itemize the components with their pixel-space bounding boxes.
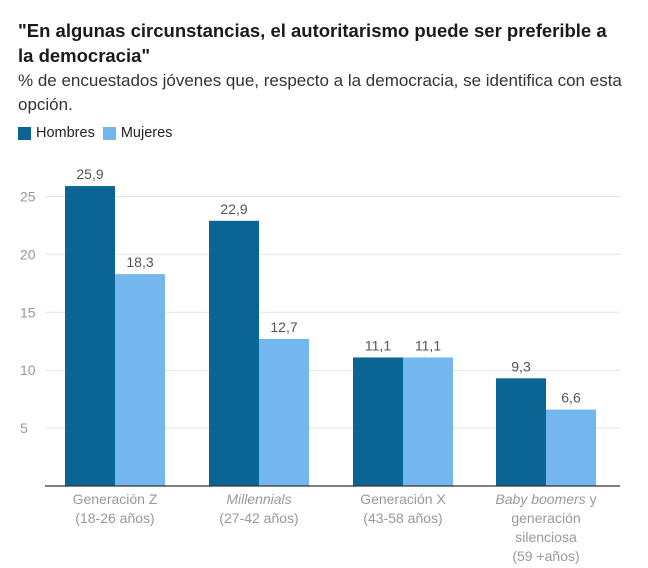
- value-labels: 25,9 22,9 11,1 9,3 18,3 12,7 11,1 6,6: [76, 166, 581, 405]
- bar-hombres-0: [65, 186, 115, 486]
- value-label: 11,1: [415, 337, 441, 353]
- y-tick-label: 5: [20, 420, 28, 436]
- category-label-part: y: [586, 491, 597, 507]
- category-labels: Generación Z (18-26 años) Millennials (27-4…: [73, 491, 597, 564]
- category-label: Millennials: [226, 491, 291, 507]
- value-label: 12,7: [270, 319, 297, 335]
- category-label: Generación Z: [73, 491, 158, 507]
- legend-swatch-mujeres: [102, 126, 116, 140]
- value-label: 9,3: [511, 358, 531, 374]
- category-label: (43-58 años): [363, 510, 442, 526]
- y-tick-label: 10: [20, 362, 36, 378]
- value-label: 6,6: [561, 390, 581, 406]
- category-label: Baby boomers y: [495, 491, 596, 507]
- value-label: 11,1: [365, 337, 391, 353]
- legend-item-mujeres: Mujeres: [102, 125, 173, 141]
- bar-hombres-3: [496, 378, 546, 486]
- category-label-part: Millennials: [226, 491, 291, 507]
- bar-hombres-1: [209, 220, 259, 486]
- legend: Hombres Mujeres: [18, 125, 180, 141]
- bar-mujeres-3: [546, 409, 596, 486]
- value-label: 25,9: [76, 166, 103, 182]
- bar-hombres-2: [353, 357, 403, 486]
- category-label-part: Generación X: [360, 491, 446, 507]
- category-label-part: (27-42 años): [219, 510, 298, 526]
- category-label: (27-42 años): [219, 510, 298, 526]
- y-tick-label: 15: [20, 304, 36, 320]
- y-tick-label: 20: [20, 246, 36, 262]
- category-label: (59 +años): [512, 548, 579, 564]
- legend-label-hombres: Hombres: [36, 125, 95, 141]
- y-tick-label: 25: [20, 189, 36, 205]
- legend-label-mujeres: Mujeres: [120, 125, 173, 141]
- legend-item-hombres: Hombres: [18, 125, 95, 141]
- category-label: (18-26 años): [75, 510, 154, 526]
- category-label-part: (18-26 años): [75, 510, 154, 526]
- chart-subtitle: % de encuestados jóvenes que, respecto a…: [18, 71, 622, 114]
- value-label: 22,9: [220, 201, 247, 217]
- category-label: generación: [511, 510, 580, 526]
- legend-swatch-hombres: [18, 126, 31, 140]
- category-label-part: generación: [511, 510, 580, 526]
- category-label-part: silenciosa: [515, 529, 577, 545]
- category-label-part: Generación Z: [73, 491, 158, 507]
- category-label-part: Baby boomers: [495, 491, 585, 507]
- chart-title: "En algunas circunstancias, el autoritar…: [18, 20, 607, 66]
- category-label: Generación X: [360, 491, 446, 507]
- bar-mujeres-2: [403, 357, 453, 486]
- value-label: 18,3: [126, 254, 153, 270]
- category-label-part: (59 +años): [512, 548, 579, 564]
- bars: [65, 186, 596, 486]
- bar-mujeres-1: [259, 338, 309, 486]
- category-label-part: (43-58 años): [363, 510, 442, 526]
- category-label: silenciosa: [515, 529, 577, 545]
- bar-mujeres-0: [115, 274, 165, 486]
